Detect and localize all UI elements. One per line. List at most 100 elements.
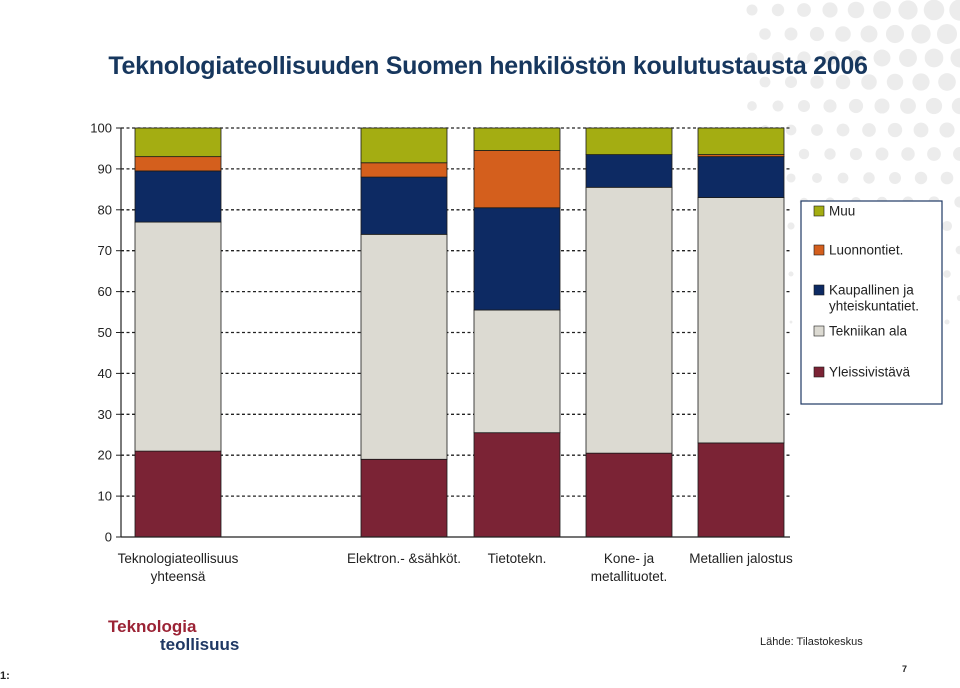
legend-swatch	[813, 205, 825, 217]
decorative-dot	[873, 49, 891, 67]
decorative-dot	[938, 73, 956, 91]
bar-segment	[473, 432, 561, 538]
decorative-dot	[941, 220, 953, 232]
decorative-dot	[955, 245, 960, 255]
decorative-dot	[899, 49, 917, 67]
decorative-dot	[810, 75, 824, 89]
decorative-dot	[771, 3, 785, 17]
legend-swatch	[813, 244, 825, 256]
decorative-dot	[886, 73, 904, 91]
decorative-dot	[862, 123, 876, 137]
decorative-dot	[913, 122, 929, 138]
x-category-label: Tietotekn.	[488, 551, 547, 566]
y-tick-label: 0	[105, 530, 112, 545]
decorative-dot	[861, 74, 877, 90]
decorative-dot	[887, 122, 903, 138]
bar-segment	[134, 221, 222, 452]
decorative-dot	[784, 27, 798, 41]
x-category-label: Teknologiateollisuus	[118, 551, 239, 566]
decorative-dot	[822, 50, 838, 66]
decorative-dot	[824, 148, 836, 160]
x-category-label: Kone- ja	[604, 551, 655, 566]
axes: 0 10 20 30 40 50 60 70 80 90 100 Teknologiateollisu…	[90, 121, 793, 585]
y-tick-label: 60	[98, 284, 112, 299]
legend-label: Muu	[829, 204, 855, 219]
bar-segment	[473, 150, 561, 209]
page-title: Teknologiateollisuuden Suomen henkilöstö…	[108, 52, 868, 80]
decorative-dot	[873, 1, 891, 19]
decorative-dot	[888, 171, 902, 185]
decorative-dot	[812, 173, 822, 183]
decorative-dot	[927, 147, 941, 161]
y-tick-label: 20	[98, 448, 112, 463]
bar-segment	[585, 154, 673, 188]
bar-segment	[360, 127, 448, 164]
legend-label: Kaupallinen ja	[829, 283, 914, 298]
decorative-dot	[911, 24, 931, 44]
decorative-dot	[954, 196, 960, 208]
page-number: 7	[902, 664, 908, 674]
decorative-dot	[849, 147, 863, 161]
legend-label: Tekniikan ala	[829, 324, 908, 339]
decorative-dot	[939, 122, 955, 138]
decorative-dot	[772, 52, 784, 64]
legend-swatch	[813, 325, 825, 337]
bar-segment	[585, 127, 673, 155]
decorative-dot	[940, 171, 954, 185]
decorative-dot	[924, 48, 944, 68]
decorative-dot	[885, 24, 905, 44]
decorative-dot	[898, 0, 918, 20]
decorative-dot	[951, 97, 960, 115]
decorative-dot	[900, 98, 916, 114]
bar-segment	[697, 156, 785, 198]
decorative-dot	[822, 2, 838, 18]
bar-segment	[473, 207, 561, 311]
x-category-label: Elektron.- &sähköt.	[347, 551, 461, 566]
decorative-dot	[949, 0, 960, 21]
y-tick-label: 90	[98, 161, 112, 176]
decorative-dot	[797, 51, 811, 65]
legend-label: yhteiskuntatiet.	[829, 299, 919, 314]
decorative-dot	[835, 26, 851, 42]
decorative-dot	[925, 97, 943, 115]
y-tick-label: 40	[98, 366, 112, 381]
x-category-label: yhteensä	[151, 569, 206, 584]
decorative-dot	[943, 270, 951, 278]
decorative-dot	[759, 28, 771, 40]
legend-swatch	[813, 366, 825, 378]
decorative-dot	[953, 147, 960, 161]
decorative-dot	[789, 320, 793, 324]
logo-line-2: teollisuus	[160, 635, 240, 654]
bar-segment	[134, 450, 222, 538]
y-tick-label: 50	[98, 325, 112, 340]
decorative-dot	[944, 319, 950, 325]
decorative-dot	[811, 124, 823, 136]
bar-segment	[585, 452, 673, 538]
source-note: Lähde: Tilastokeskus	[760, 636, 863, 648]
decorative-dot	[798, 148, 810, 160]
decorative-dot	[914, 171, 928, 185]
decorative-dot	[747, 101, 757, 111]
y-tick-label: 100	[90, 121, 112, 136]
decorative-dot	[950, 48, 960, 68]
y-tick-label: 80	[98, 202, 112, 217]
legend-box	[800, 200, 943, 405]
bar-segment	[134, 127, 222, 158]
x-category-label: Metallien jalostus	[689, 551, 793, 566]
decorative-dot	[848, 98, 864, 114]
legend-label: Luonnontiet.	[829, 243, 903, 258]
decorative-dot	[874, 98, 890, 114]
bar-segment	[360, 176, 448, 235]
decorative-dot	[936, 23, 958, 45]
corner-marker: 1:	[0, 670, 10, 682]
decorative-dot	[837, 172, 849, 184]
decorative-dot	[809, 26, 825, 42]
bar-segment	[585, 186, 673, 454]
decorative-dot	[785, 124, 797, 136]
decorative-dot	[901, 147, 915, 161]
legend-swatch	[813, 284, 825, 296]
gridlines	[121, 127, 790, 497]
bar-segment	[697, 442, 785, 538]
decorative-dot	[746, 4, 758, 16]
